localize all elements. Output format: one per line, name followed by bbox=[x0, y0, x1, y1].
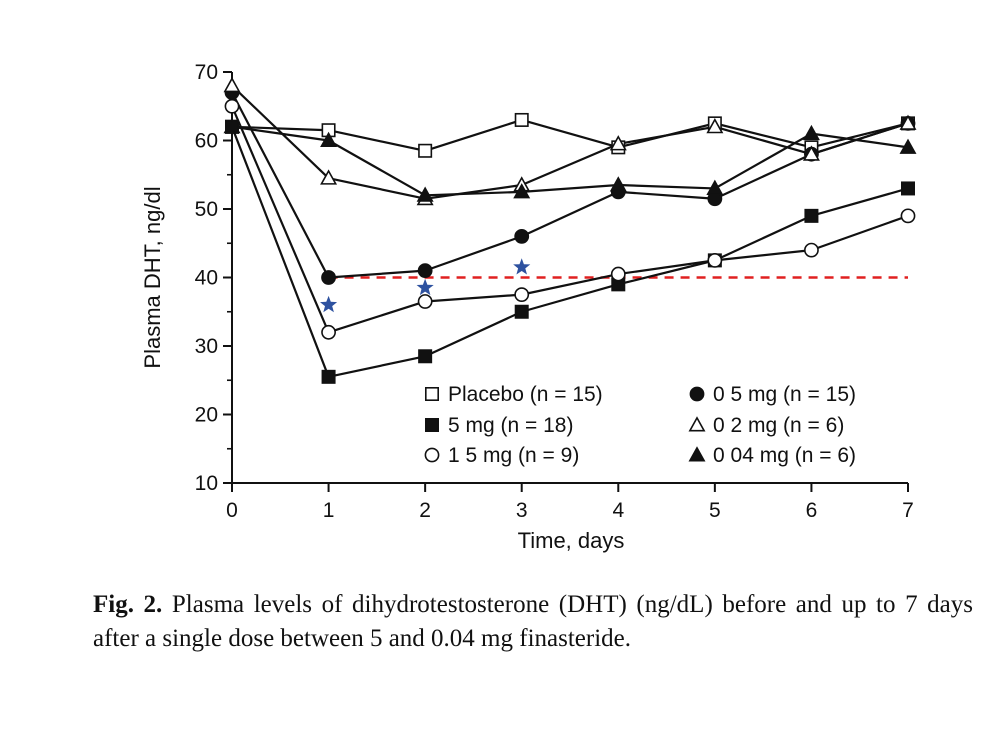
series-line bbox=[231, 92, 909, 279]
x-tick-label: 1 bbox=[323, 499, 335, 522]
axes: 10 20 30 40 50 60 70 0 1 2 3 4 5 6 7 Time, days Plasma D… bbox=[140, 61, 914, 553]
data-point bbox=[899, 138, 917, 154]
y-tick-label: 30 bbox=[195, 335, 218, 358]
x-tick-label: 5 bbox=[709, 499, 721, 522]
series-markers-2 bbox=[224, 98, 916, 340]
data-point bbox=[514, 304, 529, 319]
legend-label: 0 04 mg (n = 6) bbox=[713, 444, 856, 467]
series-markers-5 bbox=[223, 118, 917, 202]
series-3 bbox=[231, 92, 909, 279]
legend-marker bbox=[689, 386, 705, 402]
legend-item-1: 5 mg (n = 18) bbox=[424, 414, 573, 437]
x-tick-label: 2 bbox=[419, 499, 431, 522]
series-5 bbox=[231, 125, 909, 197]
data-point bbox=[706, 118, 724, 134]
data-point bbox=[320, 131, 338, 148]
data-point bbox=[804, 208, 819, 223]
x-tick-label: 7 bbox=[902, 499, 914, 522]
x-tick-label: 4 bbox=[612, 499, 624, 522]
data-point bbox=[706, 179, 724, 195]
star-marker bbox=[513, 258, 531, 275]
legend-label: 1 5 mg (n = 9) bbox=[448, 444, 579, 467]
y-tick-label: 40 bbox=[195, 267, 218, 290]
series-4 bbox=[231, 84, 909, 200]
data-point bbox=[802, 124, 820, 141]
data-point bbox=[802, 145, 820, 161]
legend-item-0: Placebo (n = 15) bbox=[424, 383, 603, 406]
data-point bbox=[707, 252, 723, 268]
data-point bbox=[418, 349, 433, 364]
series-line bbox=[230, 105, 909, 334]
legend-marker bbox=[424, 386, 439, 401]
legend-label: Placebo (n = 15) bbox=[448, 383, 603, 406]
star-marker bbox=[320, 295, 338, 313]
legend-marker bbox=[688, 446, 706, 462]
caption-text: Plasma levels of dihydrotestosterone (DH… bbox=[93, 591, 974, 652]
data-point bbox=[418, 143, 433, 158]
data-point bbox=[321, 270, 336, 285]
x-tick-label: 3 bbox=[516, 499, 528, 522]
series-1 bbox=[230, 126, 909, 378]
data-point bbox=[804, 242, 819, 258]
legend-marker bbox=[424, 417, 439, 432]
data-point bbox=[224, 98, 240, 114]
data-point bbox=[609, 176, 627, 192]
data-point bbox=[320, 169, 338, 185]
series-line bbox=[230, 126, 909, 378]
legend: Placebo (n = 15) 5 mg (n = 18) 1 5 mg (n =… bbox=[424, 383, 856, 467]
y-tick-label: 60 bbox=[195, 130, 218, 153]
data-point bbox=[417, 294, 433, 309]
legend-item-5: 0 04 mg (n = 6) bbox=[688, 444, 856, 467]
data-point bbox=[321, 369, 336, 384]
data-point bbox=[610, 266, 626, 282]
series-line bbox=[231, 125, 909, 197]
dht-line-chart: 10 20 30 40 50 60 70 0 1 2 3 4 5 6 7 Time, days Plasma D… bbox=[140, 61, 917, 553]
data-point bbox=[900, 208, 916, 224]
y-tick-label: 20 bbox=[195, 404, 218, 427]
data-point bbox=[900, 181, 915, 196]
legend-label: 0 5 mg (n = 15) bbox=[713, 383, 856, 406]
data-point bbox=[514, 228, 530, 244]
data-point bbox=[609, 135, 627, 151]
series-group bbox=[223, 76, 917, 384]
y-tick-label: 10 bbox=[195, 472, 218, 495]
series-2 bbox=[230, 105, 909, 334]
data-point bbox=[899, 114, 917, 130]
data-point bbox=[416, 186, 434, 202]
data-point bbox=[514, 112, 529, 127]
series-line bbox=[231, 84, 909, 200]
star-markers-group bbox=[320, 258, 531, 313]
legend-item-3: 0 5 mg (n = 15) bbox=[689, 383, 856, 406]
data-point bbox=[223, 118, 241, 134]
data-point bbox=[417, 263, 433, 279]
legend-item-2: 1 5 mg (n = 9) bbox=[424, 444, 579, 467]
y-axis-label: Plasma DHT, ng/dl bbox=[140, 186, 165, 368]
caption-label: Fig. 2. bbox=[93, 591, 163, 618]
legend-label: 5 mg (n = 18) bbox=[448, 414, 573, 437]
data-point bbox=[513, 183, 531, 199]
data-point bbox=[321, 324, 336, 340]
legend-marker bbox=[688, 416, 706, 432]
x-axis-label: Time, days bbox=[518, 528, 625, 553]
legend-label: 0 2 mg (n = 6) bbox=[713, 414, 844, 437]
star-marker bbox=[416, 278, 434, 296]
figure-caption: Fig. 2. Plasma levels of dihydrotestoste… bbox=[93, 588, 973, 656]
y-tick-label: 70 bbox=[195, 61, 218, 84]
y-tick-label: 50 bbox=[195, 198, 218, 221]
data-point bbox=[514, 287, 530, 303]
data-point bbox=[223, 76, 241, 93]
legend-item-4: 0 2 mg (n = 6) bbox=[688, 414, 844, 437]
x-tick-label: 0 bbox=[226, 499, 238, 522]
legend-marker bbox=[424, 447, 440, 463]
x-tick-label: 6 bbox=[806, 499, 818, 522]
